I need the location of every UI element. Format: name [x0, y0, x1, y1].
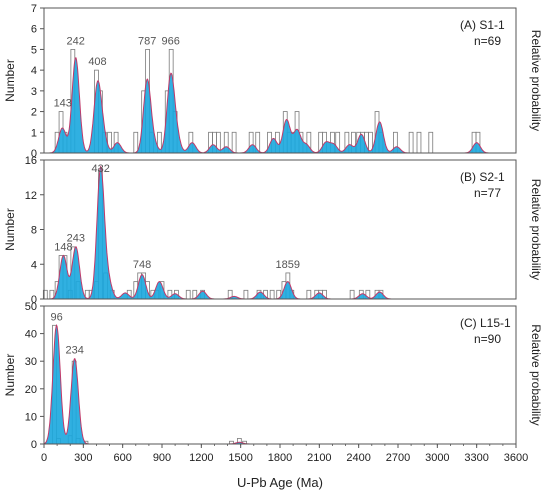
x-tick-label: 3000: [425, 452, 449, 464]
x-tick-label: 1200: [189, 452, 213, 464]
y-tick-label: 0: [31, 294, 37, 306]
histogram-bar: [306, 289, 312, 300]
panel-b-y-ticks: 0 4 8 12 16: [25, 155, 44, 306]
y-tick-label: 4: [31, 65, 37, 77]
y-tick-label: 16: [25, 155, 37, 167]
probability-density-line: [44, 165, 516, 300]
panel-c-label: (C) L15-1: [460, 316, 511, 330]
panel-a-frame: [43, 7, 517, 154]
y-tick-label: 0: [31, 439, 37, 451]
x-tick-label: 3300: [464, 452, 488, 464]
y-tick-label: 30: [25, 356, 37, 368]
peak-age-label: 96: [50, 311, 62, 323]
y-tick-label: 40: [25, 329, 37, 341]
peak-age-label: 243: [67, 233, 85, 245]
y-tick-label: 0: [31, 148, 37, 160]
panel-a-histogram-bars: [54, 49, 481, 154]
x-axis: 0 300 600 900 1200 1500 1800 2100 2400 2700 3000 33…: [41, 444, 528, 464]
probability-density-fill: [44, 325, 516, 444]
peak-age-label: 787: [138, 35, 156, 47]
x-tick-label: 2700: [386, 452, 410, 464]
y-tick-label: 5: [31, 44, 37, 56]
panel-a-probability-curve: [44, 57, 516, 154]
peak-age-label: 143: [54, 98, 72, 110]
panel-a-label: (A) S1-1: [460, 18, 505, 32]
peak-age-label: 408: [88, 56, 106, 68]
probability-density-fill: [44, 166, 516, 299]
panel-b-label: (B) S2-1: [460, 170, 505, 184]
y-tick-label: 50: [25, 301, 37, 313]
panel-c-frame: [43, 305, 517, 445]
x-tick-label: 300: [74, 452, 92, 464]
y-tick-label: 1: [31, 127, 37, 139]
panel-b-n: n=77: [474, 186, 501, 200]
x-tick-label: 3600: [504, 452, 528, 464]
x-tick-label: 1800: [268, 452, 292, 464]
peak-age-label: 1859: [275, 259, 299, 271]
panel-c-peak-labels: 96 234: [50, 311, 83, 356]
panel-b-y-label: Number: [3, 208, 17, 251]
peak-age-label: 966: [161, 35, 179, 47]
x-axis-label: U-Pb Age (Ma): [237, 475, 323, 490]
probability-density-line: [43, 324, 516, 445]
y-tick-label: 20: [25, 384, 37, 396]
panel-a-y-label: Number: [3, 59, 17, 102]
probability-density-line: [44, 57, 516, 154]
y-tick-label: 6: [31, 24, 37, 36]
x-tick-label: 600: [113, 452, 131, 464]
probability-density-fill: [44, 57, 516, 153]
histogram-bar: [269, 289, 275, 300]
panel-b-frame: [43, 159, 517, 300]
panel-c-y-ticks: 0 10 20 30 40 50: [25, 301, 44, 451]
peak-age-label: 148: [54, 241, 72, 253]
y-tick-label: 4: [31, 259, 37, 271]
panel-b-right-label: Relative probability: [529, 179, 543, 280]
histogram-bar: [349, 289, 355, 300]
histogram-bar: [416, 131, 422, 154]
y-tick-label: 3: [31, 86, 37, 98]
y-tick-label: 8: [31, 225, 37, 237]
x-tick-label: 0: [41, 452, 47, 464]
histogram-bar: [408, 131, 414, 154]
histogram-bar: [185, 289, 191, 300]
x-tick-label: 1500: [228, 452, 252, 464]
y-tick-label: 2: [31, 107, 37, 119]
peak-age-label: 234: [66, 344, 84, 356]
panel-a-right-label: Relative probability: [529, 30, 543, 131]
panel-c-probability-curve: [43, 324, 516, 445]
y-tick-label: 10: [25, 411, 37, 423]
panel-c-right-label: Relative probability: [529, 324, 543, 425]
x-tick-label: 2400: [346, 452, 370, 464]
x-tick-label: 2100: [307, 452, 331, 464]
panel-c-n: n=90: [474, 332, 501, 346]
y-tick-label: 12: [25, 190, 37, 202]
peak-age-label: 242: [67, 35, 85, 47]
panel-b-probability-curve: [44, 165, 516, 300]
histogram-bar: [231, 131, 237, 154]
histogram-bar: [243, 289, 249, 300]
panel-c-y-label: Number: [3, 354, 17, 397]
x-tick-label: 900: [153, 452, 171, 464]
y-tick-label: 7: [31, 3, 37, 15]
peak-age-label: 748: [133, 259, 151, 271]
panel-a-y-ticks: 0 1 2 3 4 5 6 7: [31, 3, 44, 160]
panel-a-n: n=69: [474, 34, 501, 48]
histogram-bar: [428, 131, 434, 154]
peak-age-label: 432: [91, 163, 109, 175]
histogram-bar: [133, 131, 139, 154]
